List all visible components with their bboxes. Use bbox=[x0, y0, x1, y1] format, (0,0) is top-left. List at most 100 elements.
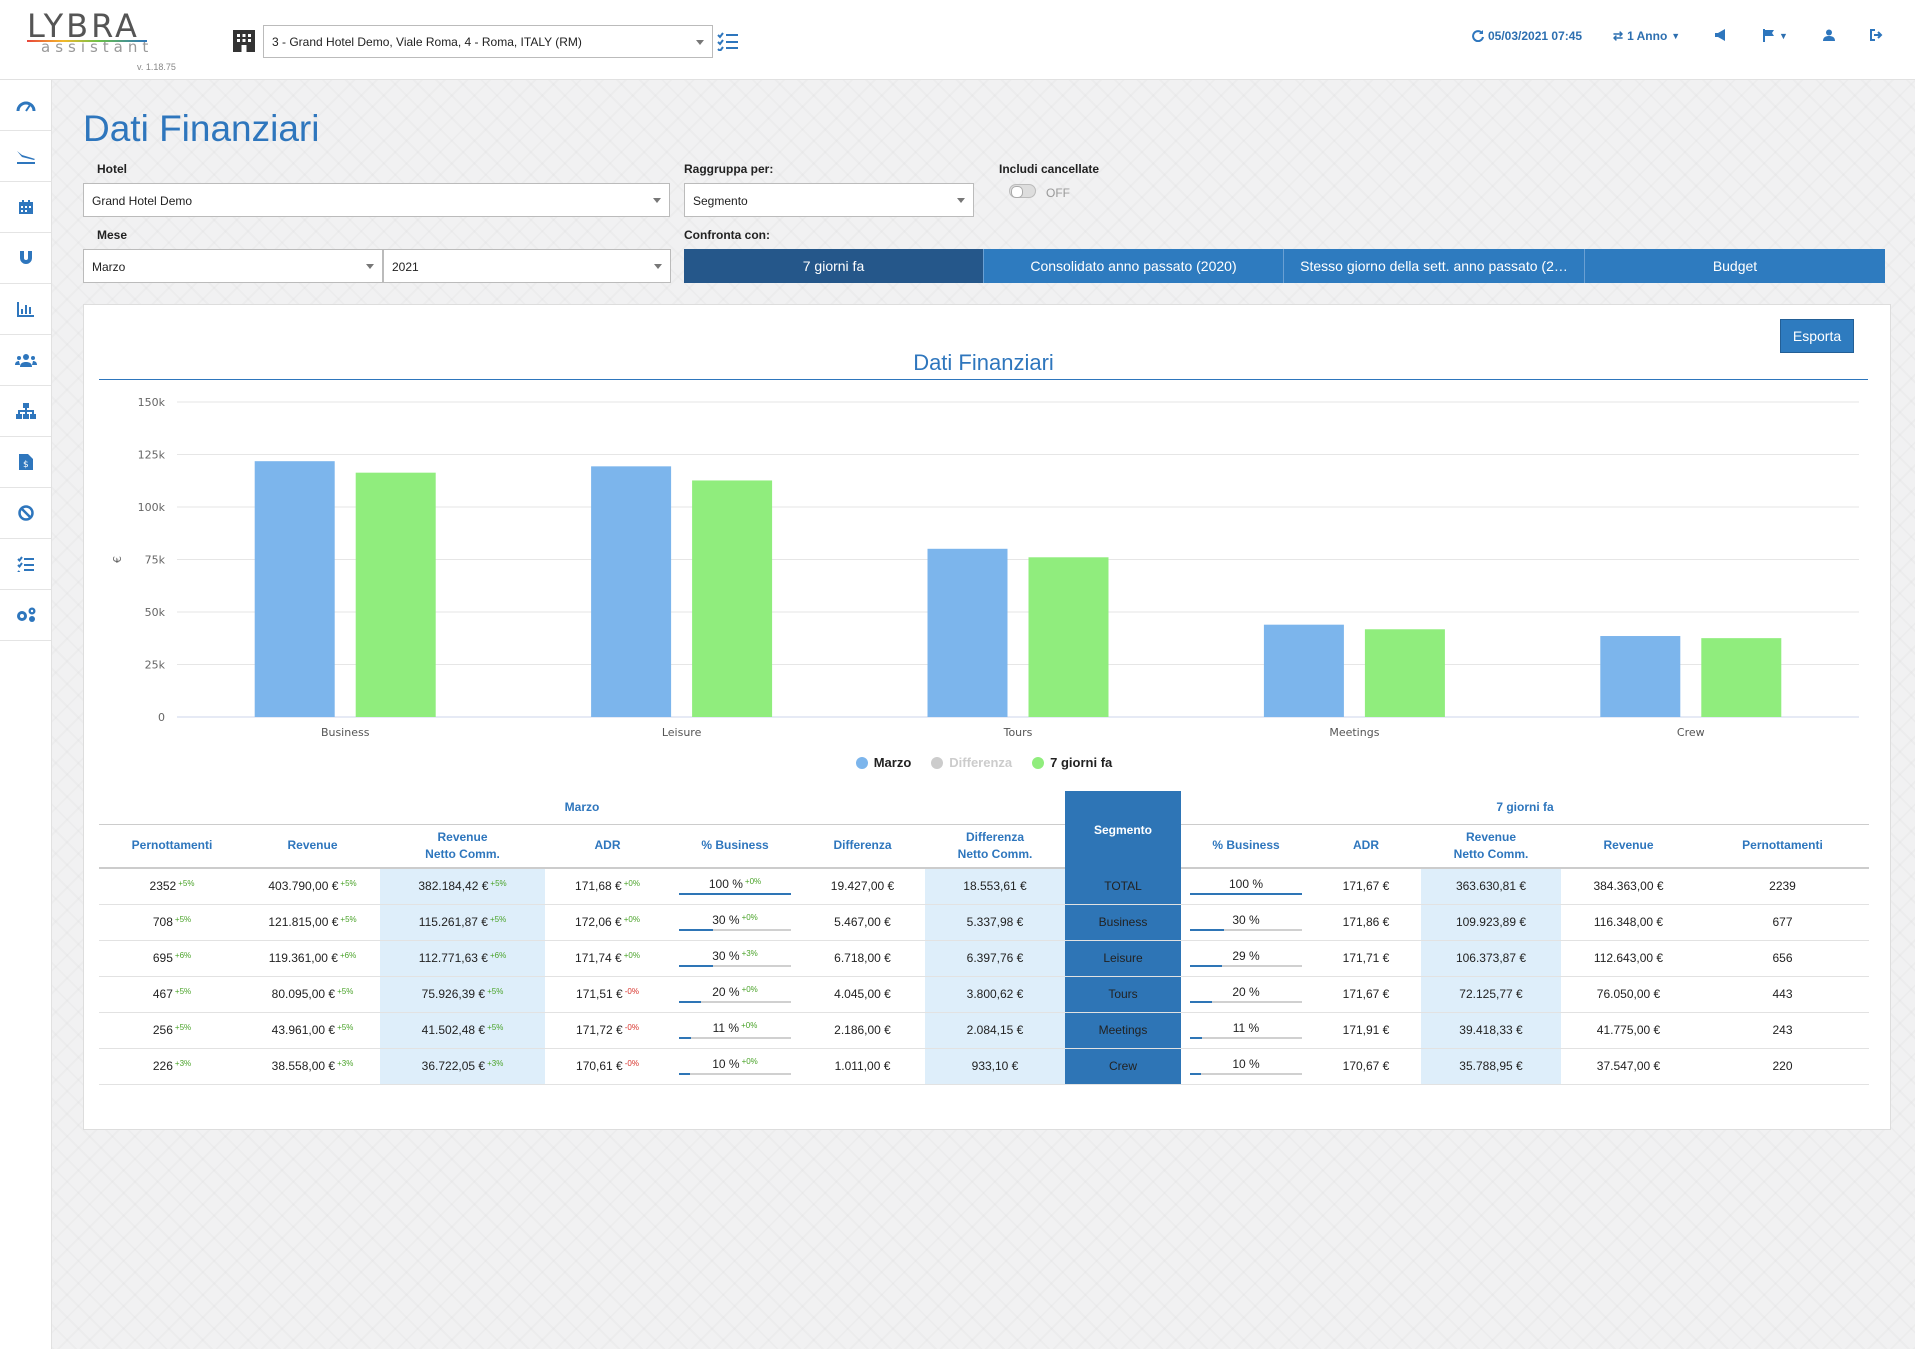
delta-badge: +0% bbox=[741, 1021, 758, 1030]
top-bar: LYBRA assistant v. 1.18.75 3 - Grand Hot… bbox=[0, 0, 1915, 80]
sidebar-item-users[interactable] bbox=[0, 335, 51, 386]
logo-text: LYBRA bbox=[27, 7, 140, 45]
column-header-left[interactable]: Differenza Netto Comm. bbox=[925, 824, 1065, 869]
sidebar-item-settings[interactable] bbox=[0, 590, 51, 641]
flag-dropdown[interactable]: ▼ bbox=[1763, 29, 1788, 42]
x-tick-label: Crew bbox=[1677, 726, 1705, 739]
column-header-right[interactable]: Revenue bbox=[1561, 824, 1696, 869]
compare-adr-cell: 171,67 € bbox=[1311, 868, 1421, 905]
checklist-icon bbox=[16, 556, 34, 572]
bar-current-business[interactable] bbox=[254, 461, 335, 717]
segment-name-cell[interactable]: TOTAL bbox=[1065, 868, 1181, 905]
compare-period-header: 7 giorni fa bbox=[1181, 791, 1869, 825]
adr-cell: 171,74 € +0% bbox=[545, 940, 670, 977]
column-header-left[interactable]: Revenue Netto Comm. bbox=[380, 824, 545, 869]
hotel-select[interactable]: 3 - Grand Hotel Demo, Viale Roma, 4 - Ro… bbox=[263, 25, 713, 58]
segment-name-cell[interactable]: Business bbox=[1065, 904, 1181, 941]
sidebar-item-magnet[interactable] bbox=[0, 233, 51, 284]
bar-compare-leisure[interactable] bbox=[692, 480, 773, 717]
compare-business-share-fill bbox=[1190, 893, 1302, 896]
caret-down-icon: ▼ bbox=[1671, 31, 1681, 41]
compare-business-share-cell: 20 % bbox=[1181, 976, 1311, 1013]
adr-cell: 171,72 € -0% bbox=[545, 1012, 670, 1049]
compare-business-share-cell: 10 % bbox=[1181, 1048, 1311, 1085]
net-revenue-value: 115.261,87 € bbox=[418, 915, 488, 929]
bar-compare-tours[interactable] bbox=[1028, 557, 1109, 717]
page-title: Dati Finanziari bbox=[83, 108, 320, 149]
legend-item-difference[interactable]: Differenza bbox=[931, 755, 1012, 770]
business-share-bar: 10 % +0% bbox=[679, 1057, 791, 1075]
y-tick-label: 50k bbox=[145, 606, 166, 619]
checklist-icon[interactable] bbox=[717, 31, 739, 56]
bar-compare-crew[interactable] bbox=[1701, 638, 1782, 717]
bar-compare-business[interactable] bbox=[355, 472, 436, 717]
bar-current-tours[interactable] bbox=[927, 548, 1008, 717]
legend-item-compare[interactable]: 7 giorni fa bbox=[1032, 755, 1112, 770]
business-share-fill bbox=[679, 965, 713, 967]
month-select[interactable]: Marzo bbox=[83, 249, 383, 283]
compare-revenue-cell: 384.363,00 € bbox=[1561, 868, 1696, 905]
hotel-building-icon bbox=[231, 28, 257, 59]
bar-current-meetings[interactable] bbox=[1263, 624, 1344, 717]
nights-value: 226 bbox=[152, 1059, 173, 1073]
sidebar-item-reports[interactable] bbox=[0, 284, 51, 335]
column-header-left[interactable]: Pernottamenti bbox=[99, 824, 245, 869]
legend-item-current[interactable]: Marzo bbox=[855, 755, 911, 770]
compare-option-budget[interactable]: Budget bbox=[1585, 249, 1885, 283]
column-header-left[interactable]: Revenue bbox=[245, 824, 380, 869]
business-share-fill bbox=[679, 893, 791, 896]
logo[interactable]: LYBRA assistant bbox=[27, 10, 153, 56]
column-header-right[interactable]: Revenue Netto Comm. bbox=[1421, 824, 1561, 869]
column-header-right[interactable]: % Business bbox=[1181, 824, 1311, 869]
delta-badge: +5% bbox=[174, 1023, 192, 1032]
delta-badge: +0% bbox=[623, 915, 640, 924]
refresh-datetime[interactable]: 05/03/2021 07:45 bbox=[1472, 29, 1582, 43]
segment-name-cell[interactable]: Crew bbox=[1065, 1048, 1181, 1085]
business-share-bar: 100 % +0% bbox=[679, 877, 791, 896]
compare-option-same-weekday-last-year[interactable]: Stesso giorno della sett. anno passato (… bbox=[1284, 249, 1585, 283]
hotel-filter-select[interactable]: Grand Hotel Demo bbox=[83, 183, 670, 217]
sidebar-item-tasks[interactable] bbox=[0, 539, 51, 590]
column-header-left[interactable]: % Business bbox=[670, 824, 800, 869]
financial-data-table: Marzo Segmento 7 giorni fa Pernottamenti… bbox=[99, 791, 1869, 1085]
sidebar-item-dashboard[interactable] bbox=[0, 80, 51, 131]
column-header-right[interactable]: Pernottamenti bbox=[1696, 824, 1869, 869]
difference-cell: 6.718,00 € bbox=[800, 940, 925, 977]
y-tick-label: 75k bbox=[145, 554, 166, 567]
segment-name-cell[interactable]: Meetings bbox=[1065, 1012, 1181, 1049]
sidebar-item-invoices[interactable]: $ bbox=[0, 437, 51, 488]
sidebar-item-restrictions[interactable] bbox=[0, 488, 51, 539]
include-cancelled-toggle[interactable] bbox=[1009, 184, 1036, 198]
user-profile-button[interactable] bbox=[1823, 29, 1835, 41]
bullhorn-icon bbox=[1715, 29, 1725, 41]
period-dropdown[interactable]: ⇄ 1 Anno ▼ bbox=[1613, 29, 1680, 43]
bar-current-crew[interactable] bbox=[1600, 636, 1681, 717]
column-header-left[interactable]: ADR bbox=[545, 824, 670, 869]
segment-name-cell[interactable]: Tours bbox=[1065, 976, 1181, 1013]
group-by-select[interactable]: Segmento bbox=[684, 183, 974, 217]
bar-current-leisure[interactable] bbox=[591, 466, 672, 717]
business-share-value: 100 % bbox=[708, 877, 743, 892]
logout-button[interactable] bbox=[1870, 29, 1883, 41]
column-header-right[interactable]: ADR bbox=[1311, 824, 1421, 869]
sidebar-item-structure[interactable] bbox=[0, 386, 51, 437]
difference-cell: 2.186,00 € bbox=[800, 1012, 925, 1049]
hotel-select-value: 3 - Grand Hotel Demo, Viale Roma, 4 - Ro… bbox=[272, 35, 582, 49]
compare-option-7-days[interactable]: 7 giorni fa bbox=[684, 249, 984, 283]
year-select[interactable]: 2021 bbox=[383, 249, 671, 283]
export-button[interactable]: Esporta bbox=[1780, 319, 1854, 353]
last-update-datetime: 05/03/2021 07:45 bbox=[1488, 29, 1583, 43]
x-tick-label: Business bbox=[321, 726, 370, 739]
sidebar-item-calendar[interactable] bbox=[0, 182, 51, 233]
bar-compare-meetings[interactable] bbox=[1364, 629, 1445, 717]
adr-cell: 171,51 € -0% bbox=[545, 976, 670, 1013]
compare-option-last-year-consolidated[interactable]: Consolidato anno passato (2020) bbox=[984, 249, 1284, 283]
table-row: 708 +5% 121.815,00 € +5% 115.261,87 € +5% 1… bbox=[99, 904, 1869, 941]
announcements-button[interactable] bbox=[1714, 29, 1728, 41]
difference-net-cell: 3.800,62 € bbox=[925, 976, 1065, 1013]
sidebar-item-arrivals[interactable] bbox=[0, 131, 51, 182]
column-header-left[interactable]: Differenza bbox=[800, 824, 925, 869]
segment-column-header: Segmento bbox=[1065, 791, 1181, 868]
compare-with-label: Confronta con: bbox=[684, 228, 770, 242]
segment-name-cell[interactable]: Leisure bbox=[1065, 940, 1181, 977]
